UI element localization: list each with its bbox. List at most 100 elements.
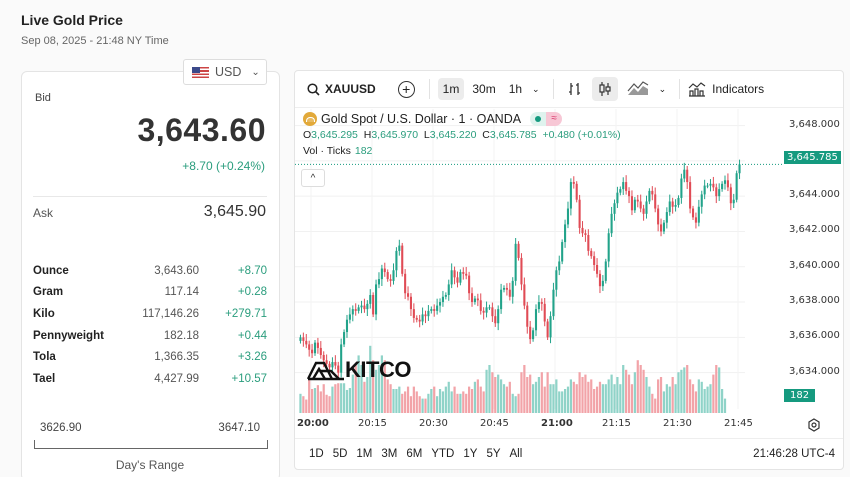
ask-price: 3,645.90 xyxy=(203,203,266,220)
unit-row-tola: Tola 1,366.35 +3.26 xyxy=(33,346,267,368)
range-all[interactable]: All xyxy=(509,448,523,460)
low-value: 3,645.220 xyxy=(429,129,477,141)
interval-30m[interactable]: 30m xyxy=(472,82,496,96)
range-5y[interactable]: 5Y xyxy=(486,448,501,460)
unit-row-kilo: Kilo 117,146.26 +279.71 xyxy=(33,303,267,325)
chevron-down-icon: ⌄ xyxy=(251,66,260,78)
toolbar-divider xyxy=(428,79,430,99)
time-tick-label: 21:30 xyxy=(663,418,692,429)
chevron-up-icon: ^ xyxy=(310,172,316,184)
interval-1m[interactable]: 1m xyxy=(437,78,465,100)
indicators-button[interactable]: Indicators xyxy=(688,81,764,97)
price-card xyxy=(21,71,280,477)
candlestick-chart[interactable] xyxy=(295,109,843,415)
range-ytd[interactable]: YTD xyxy=(431,448,455,460)
unit-price: 3,643.60 xyxy=(154,264,199,277)
settings-icon[interactable] xyxy=(807,418,821,432)
time-tick-label: 21:45 xyxy=(724,418,753,429)
unit-change: +279.71 xyxy=(225,307,267,320)
range-5d[interactable]: 5D xyxy=(332,448,348,460)
symbol-search[interactable]: XAUUSD xyxy=(307,82,376,96)
time-tick-label: 20:30 xyxy=(419,418,448,429)
unit-change: +3.26 xyxy=(237,351,267,364)
change-value: +0.480 (+0.01%) xyxy=(542,129,621,141)
candlestick-icon xyxy=(598,82,611,96)
divider xyxy=(33,196,267,197)
time-tick-label: 21:15 xyxy=(602,418,631,429)
open-value: 3,645.295 xyxy=(311,129,358,141)
toolbar-divider xyxy=(679,79,681,99)
chart-toolbar: XAUUSD + 1m 30m 1h ⌄ ⌄ Indicators xyxy=(295,71,843,108)
range-1y[interactable]: 1Y xyxy=(463,448,478,460)
range-6m[interactable]: 6M xyxy=(406,448,423,460)
unit-name: Gram xyxy=(33,286,64,299)
range-1d[interactable]: 1D xyxy=(309,448,324,460)
chevron-down-icon: ⌄ xyxy=(658,83,667,94)
interval-1h[interactable]: 1h xyxy=(508,82,523,96)
time-tick-label: 20:45 xyxy=(480,418,509,429)
price-tick-label: 3,644.000 xyxy=(789,189,840,201)
chart-type-dropdown[interactable]: ⌄ xyxy=(654,80,672,99)
unit-change: +10.57 xyxy=(231,372,268,385)
kitco-logo-icon xyxy=(307,361,344,381)
compare-symbol-button[interactable]: + xyxy=(397,80,415,98)
unit-price: 4,427.99 xyxy=(154,372,199,385)
instrument-title: Gold Spot / U.S. Dollar · 1 · OANDA xyxy=(321,112,522,126)
unit-price: 117,146.26 xyxy=(142,307,199,320)
indicators-label: Indicators xyxy=(712,82,765,96)
price-tick-label: 3,638.000 xyxy=(789,295,840,307)
page-title: Live Gold Price xyxy=(21,12,123,28)
collapse-legend-button[interactable]: ^ xyxy=(301,169,325,187)
volume-label: Vol · Ticks xyxy=(303,145,351,157)
ask-label: Ask xyxy=(33,206,54,220)
unit-change: +8.70 xyxy=(237,264,267,277)
day-range-bar xyxy=(34,440,268,449)
candle-chart-type-button[interactable] xyxy=(591,77,618,101)
gold-coin-icon xyxy=(303,112,317,126)
last-volume-tag: 182 xyxy=(784,389,816,402)
range-buttons: 1D 5D 1M 3M 6M YTD 1Y 5Y All xyxy=(309,448,522,460)
time-tick-label: 20:15 xyxy=(358,418,387,429)
range-1m[interactable]: 1M xyxy=(356,448,373,460)
day-range-high: 3647.10 xyxy=(218,422,260,434)
high-value: 3,645.970 xyxy=(371,129,419,141)
unit-price: 1,366.35 xyxy=(154,351,199,364)
unit-row-ounce: Ounce 3,643.60 +8.70 xyxy=(33,260,267,282)
plus-icon: + xyxy=(402,81,411,97)
unit-row-gram: Gram 117.14 +0.28 xyxy=(33,282,267,304)
unit-price-table: Ounce 3,643.60 +8.70 Gram 117.14 +0.28 K… xyxy=(33,260,267,390)
area-chart-icon xyxy=(627,81,648,95)
price-tick-label: 3,640.000 xyxy=(789,259,840,271)
volume-legend: Vol · Ticks 182 xyxy=(303,145,621,157)
market-status-badge[interactable]: ≈ xyxy=(530,112,563,126)
kitco-watermark: KITCO xyxy=(307,357,411,383)
volume-value: 182 xyxy=(354,145,373,157)
bid-price: 3,643.60 xyxy=(137,112,266,148)
interval-dropdown[interactable]: ⌄ xyxy=(527,80,545,99)
bar-chart-type-button[interactable] xyxy=(562,77,588,101)
us-flag-icon xyxy=(192,66,209,78)
unit-name: Pennyweight xyxy=(33,329,104,342)
bid-change: +8.70 (+0.24%) xyxy=(182,159,265,173)
range-3m[interactable]: 3M xyxy=(381,448,398,460)
currency-selector[interactable]: USD ⌄ xyxy=(183,59,267,85)
chart-widget: XAUUSD + 1m 30m 1h ⌄ ⌄ Indicators Gold S… xyxy=(294,70,844,470)
price-tick-label: 3,642.000 xyxy=(789,224,840,236)
footer-divider xyxy=(295,438,843,439)
unit-name: Tael xyxy=(33,372,56,385)
area-chart-type-button[interactable] xyxy=(622,77,654,101)
chart-clock[interactable]: 21:46:28 UTC-4 xyxy=(753,448,835,460)
bid-label: Bid xyxy=(35,92,51,104)
unit-price: 182.18 xyxy=(163,329,199,342)
kitco-wordmark: KITCO xyxy=(345,357,411,382)
currency-value: USD xyxy=(215,65,242,79)
price-tick-label: 3,634.000 xyxy=(789,365,840,377)
unit-change: +0.28 xyxy=(237,286,267,299)
indicators-icon xyxy=(688,82,706,97)
unit-row-pennyweight: Pennyweight 182.18 +0.44 xyxy=(33,325,267,347)
unit-row-tael: Tael 4,427.99 +10.57 xyxy=(33,368,267,390)
day-range-label: Day's Range xyxy=(115,458,185,472)
page-timestamp: Sep 08, 2025 - 21:48 NY Time xyxy=(21,35,169,47)
ohlc-values: O3,645.295 H3,645.970 L3,645.220 C3,645.… xyxy=(303,129,621,141)
toolbar-divider xyxy=(552,79,554,99)
